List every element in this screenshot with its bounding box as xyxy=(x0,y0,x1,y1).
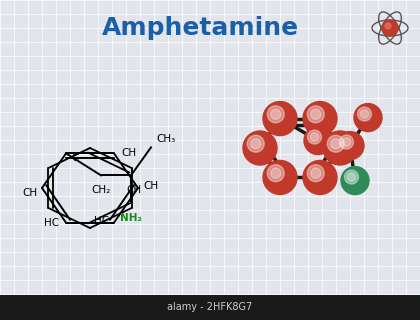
Circle shape xyxy=(263,101,297,136)
Text: alamy - 2HFK8G7: alamy - 2HFK8G7 xyxy=(168,302,252,312)
Text: CH: CH xyxy=(143,181,158,191)
Circle shape xyxy=(251,139,261,149)
Circle shape xyxy=(303,101,337,136)
Text: CH₃: CH₃ xyxy=(156,134,175,144)
Circle shape xyxy=(263,160,297,195)
Circle shape xyxy=(336,132,364,160)
Circle shape xyxy=(267,165,284,182)
Text: CH: CH xyxy=(22,188,37,198)
Circle shape xyxy=(270,168,281,178)
Circle shape xyxy=(243,131,277,165)
Circle shape xyxy=(327,135,344,152)
Text: Amphetamine: Amphetamine xyxy=(102,16,299,40)
Circle shape xyxy=(307,130,321,144)
Circle shape xyxy=(360,110,369,118)
Circle shape xyxy=(270,109,281,119)
Circle shape xyxy=(307,165,324,182)
Circle shape xyxy=(310,133,319,141)
Text: CH₂: CH₂ xyxy=(92,185,110,195)
Text: CH: CH xyxy=(121,148,136,158)
Circle shape xyxy=(304,126,332,155)
Circle shape xyxy=(385,23,391,29)
Circle shape xyxy=(323,131,357,165)
Circle shape xyxy=(357,107,372,121)
Bar xyxy=(0,295,420,320)
Circle shape xyxy=(342,138,351,146)
Circle shape xyxy=(311,168,321,178)
Circle shape xyxy=(344,170,359,184)
Text: CH: CH xyxy=(126,185,142,195)
Circle shape xyxy=(247,135,264,152)
Circle shape xyxy=(354,104,382,132)
Circle shape xyxy=(303,160,337,195)
Circle shape xyxy=(267,106,284,123)
Circle shape xyxy=(339,135,354,149)
Circle shape xyxy=(307,106,324,123)
Circle shape xyxy=(341,166,369,195)
Circle shape xyxy=(311,109,321,119)
Text: C: C xyxy=(71,153,79,163)
Circle shape xyxy=(382,20,398,36)
Text: HC: HC xyxy=(44,218,59,228)
Text: NH₂: NH₂ xyxy=(120,213,142,223)
Circle shape xyxy=(347,173,356,181)
Circle shape xyxy=(331,139,341,149)
Text: HC: HC xyxy=(94,216,109,226)
